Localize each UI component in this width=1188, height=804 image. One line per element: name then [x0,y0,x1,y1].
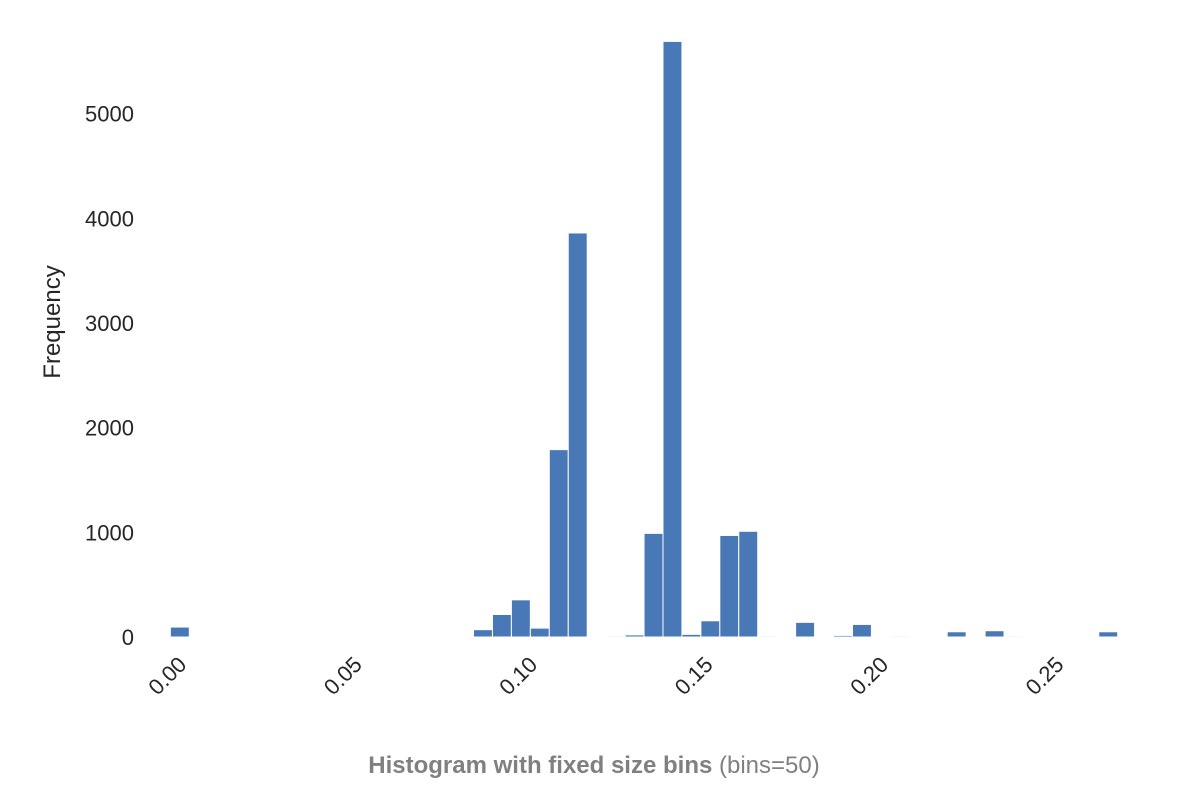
histogram-bar-6 [567,232,588,638]
y-axis-label: Frequency [39,265,66,378]
caption-title: Histogram with fixed size bins [368,752,713,779]
histogram-bar-19 [889,635,910,638]
histogram-bar-2 [491,613,512,638]
x-tick-label: 0.05 [319,652,367,700]
histogram-bar-13 [719,534,740,638]
histogram-bar-9 [643,532,664,638]
x-tick-label: 0.10 [494,652,542,700]
x-tick-label: 0.15 [670,652,718,700]
y-tick-label: 3000 [85,311,134,336]
y-tick-label: 1000 [85,520,134,545]
y-tick-label: 2000 [85,416,134,441]
histogram-bar-4 [529,627,550,638]
histogram-bar-0 [169,626,190,638]
x-tick-labels: 0.00 0.05 0.10 0.15 0.20 0.25 [143,652,1068,700]
y-tick-label: 5000 [85,102,134,127]
x-tick-label: 0.00 [143,652,191,700]
histogram-bar-8 [624,634,645,638]
histogram-bar-18 [851,623,872,638]
histogram-bar-14 [738,530,759,638]
histogram-bar-5 [548,449,569,638]
y-tick-label: 4000 [85,206,134,231]
histogram-bar-7 [605,635,626,638]
histogram-bar-22 [1003,635,1024,638]
histogram-bar-12 [700,620,721,638]
histogram-bar-1 [473,629,493,638]
histogram-bar-16 [795,621,816,638]
histogram-bar-10 [662,40,683,638]
x-tick-label: 0.20 [845,652,893,700]
histogram-bar-15 [757,635,778,638]
histogram-bar-11 [681,633,702,638]
histogram-bar-21 [984,630,1005,638]
histogram-bar-20 [946,631,967,638]
histogram-bars [169,40,1119,638]
histogram-bar-17 [833,634,853,638]
y-tick-labels: 0 1000 2000 3000 4000 5000 [85,102,134,650]
histogram-bar-3 [510,599,531,638]
histogram-bar-23 [1098,631,1119,638]
chart-caption: Histogram with fixed size bins (bins=50) [0,752,1188,780]
x-tick-label: 0.25 [1021,652,1069,700]
y-tick-label: 0 [122,625,134,650]
caption-subtitle: (bins=50) [712,752,820,779]
